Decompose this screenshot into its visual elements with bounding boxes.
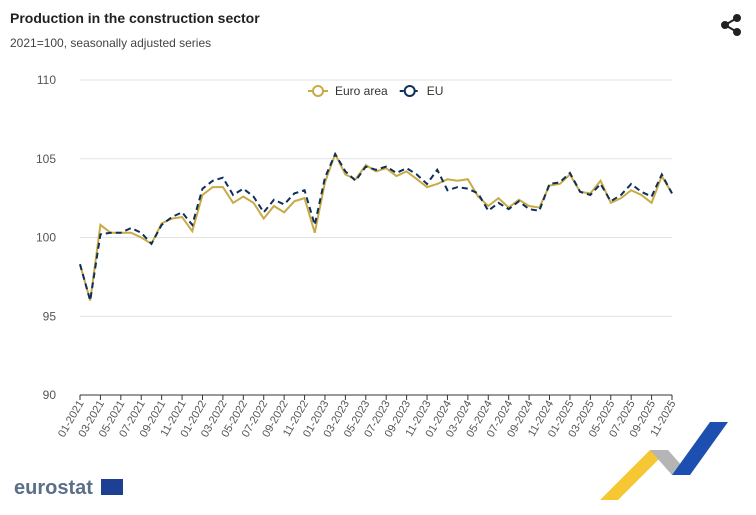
chart-subtitle: 2021=100, seasonally adjusted series — [10, 36, 211, 50]
y-tick-label: 110 — [37, 73, 56, 87]
legend-label: Euro area — [335, 84, 388, 98]
eu-flag — [101, 479, 123, 495]
legend-symbol — [403, 85, 416, 97]
legend-symbol — [312, 85, 324, 97]
y-tick-label: 90 — [43, 388, 57, 402]
y-tick-label: 100 — [36, 231, 56, 245]
decoration — [600, 422, 728, 500]
y-tick-label: 105 — [36, 152, 56, 166]
logo: eurostat — [14, 477, 93, 499]
legend-item: EU — [399, 84, 444, 98]
series-line — [79, 151, 673, 301]
y-tick-label: 95 — [43, 309, 57, 323]
chart-title: Production in the construction sector — [10, 10, 260, 26]
series-line — [79, 151, 673, 301]
legend-item: Euro area — [308, 84, 388, 98]
share-icon[interactable] — [721, 14, 741, 36]
legend-label: EU — [427, 84, 444, 98]
